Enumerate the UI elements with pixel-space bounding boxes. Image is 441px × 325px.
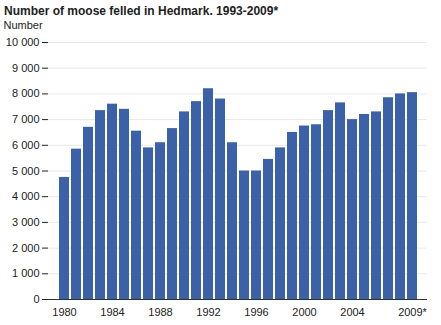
svg-text:8 000: 8 000	[12, 87, 40, 99]
svg-text:7 000: 7 000	[12, 113, 40, 125]
svg-text:9 000: 9 000	[12, 62, 40, 74]
svg-text:2 000: 2 000	[12, 242, 40, 254]
svg-text:5 000: 5 000	[12, 165, 40, 177]
svg-text:10 000: 10 000	[6, 36, 40, 48]
svg-text:3 000: 3 000	[12, 216, 40, 228]
svg-text:1992: 1992	[196, 306, 220, 318]
svg-text:1984: 1984	[100, 306, 124, 318]
svg-text:4 000: 4 000	[12, 190, 40, 202]
html-text:Number of moose felled in Hedm: Number of moose felled in Hedmark. 1993-…	[4, 4, 279, 18]
svg-text:2000: 2000	[292, 306, 316, 318]
svg-text:1996: 1996	[244, 306, 268, 318]
svg-text:2004: 2004	[340, 306, 364, 318]
svg-text:1980: 1980	[52, 306, 76, 318]
svg-text:1 000: 1 000	[12, 267, 40, 279]
svg-text:2009*: 2009*	[398, 306, 427, 318]
svg-text:1988: 1988	[148, 306, 172, 318]
svg-text:Number: Number	[4, 19, 43, 31]
svg-text:6 000: 6 000	[12, 139, 40, 151]
svg-text:0: 0	[33, 293, 39, 305]
